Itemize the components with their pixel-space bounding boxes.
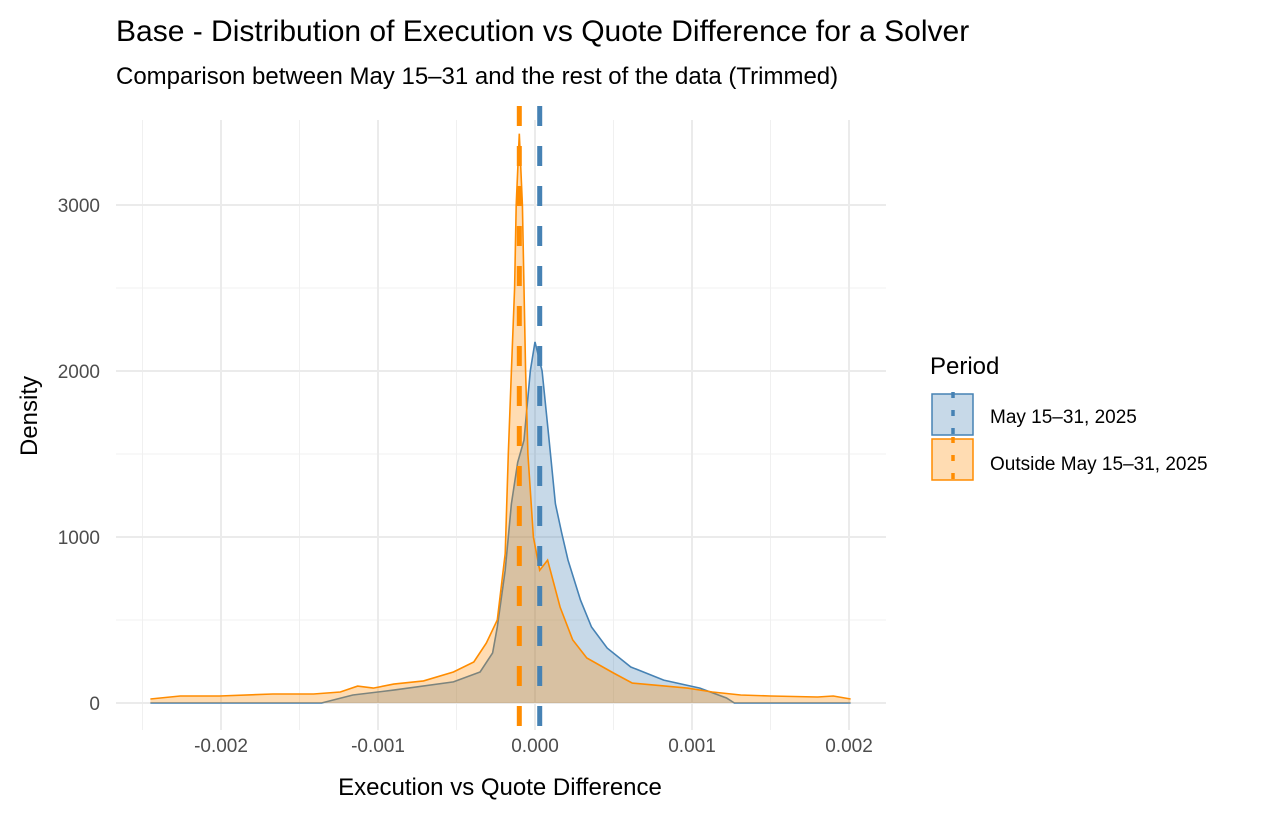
density-area-may (150, 341, 851, 703)
x-tick-label: 0.000 (511, 736, 559, 757)
y-tick-label: 3000 (58, 196, 100, 217)
legend-label-outside: Outside May 15–31, 2025 (990, 454, 1208, 475)
density-area-outside (150, 133, 851, 704)
x-tick-label: 0.001 (668, 736, 716, 757)
x-axis-title: Execution vs Quote Difference (338, 774, 662, 801)
chart-title: Base - Distribution of Execution vs Quot… (116, 15, 969, 48)
density-line-outside (150, 133, 851, 700)
minor-gridlines (116, 120, 886, 730)
chart-subtitle: Comparison between May 15–31 and the res… (116, 63, 838, 90)
x-tick-label: -0.001 (351, 736, 405, 757)
x-tick-label: -0.002 (194, 736, 248, 757)
density-areas (150, 133, 851, 704)
x-axis-ticks: -0.002 -0.001 0.000 0.001 0.002 (194, 736, 873, 757)
y-tick-label: 1000 (58, 528, 100, 549)
mean-lines (516, 106, 543, 730)
y-tick-label: 0 (89, 694, 100, 715)
legend-label-may: May 15–31, 2025 (990, 407, 1137, 428)
legend: Period May 15–31, 2025 Outside May 15–31… (930, 353, 1208, 482)
legend-title: Period (930, 353, 999, 380)
y-tick-label: 2000 (58, 362, 100, 383)
x-tick-label: 0.002 (825, 736, 873, 757)
y-axis-title: Density (16, 376, 43, 456)
legend-item-outside: Outside May 15–31, 2025 (931, 437, 1208, 482)
y-axis-ticks: 0 1000 2000 3000 (58, 196, 100, 715)
legend-item-may: May 15–31, 2025 (931, 392, 1137, 437)
